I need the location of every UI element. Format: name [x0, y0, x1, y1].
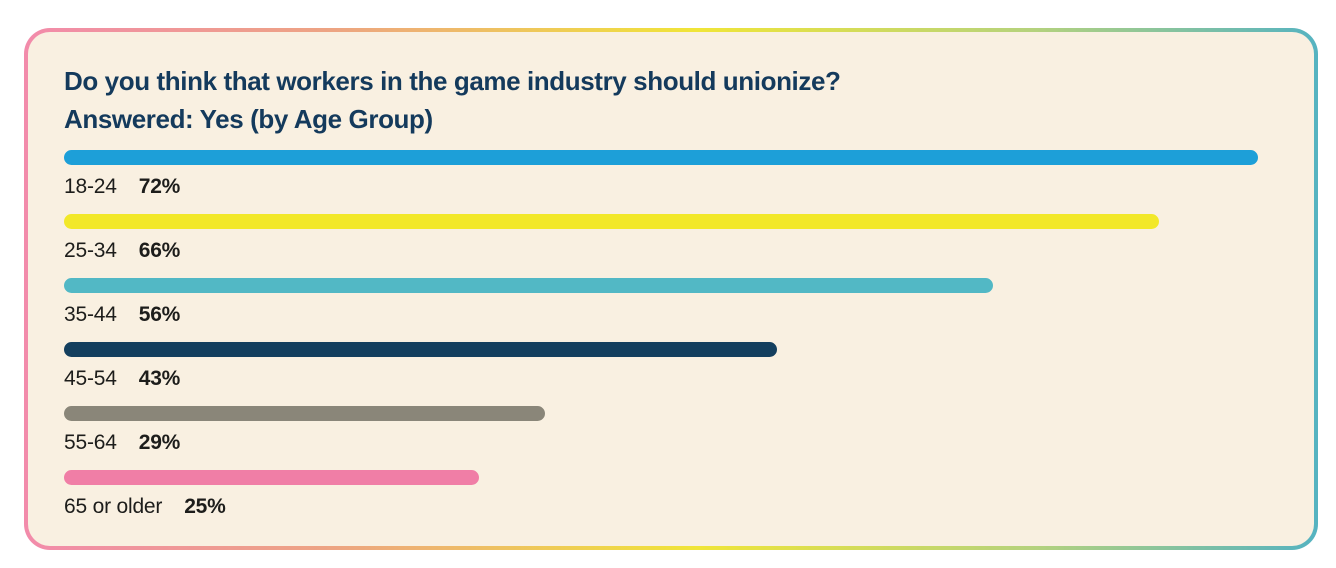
bar: [64, 278, 993, 293]
bar-labels: 65 or older 25%: [64, 494, 1280, 520]
bar: [64, 470, 479, 485]
bar: [64, 150, 1259, 165]
chart-title-line2: Answered: Yes (by Age Group): [64, 104, 433, 134]
chart-row: 45-54 43%: [64, 342, 1280, 392]
bar-value-label: 43%: [138, 367, 181, 390]
chart-card: Do you think that workers in the game in…: [28, 32, 1314, 546]
bar-labels: 25-34 66%: [64, 238, 1280, 264]
bar: [64, 406, 545, 421]
bar-category-label: 25-34: [64, 239, 117, 262]
bar: [64, 214, 1159, 229]
bar-category-label: 18-24: [64, 175, 117, 198]
bar-labels: 35-44 56%: [64, 302, 1280, 328]
bar-value-label: 56%: [138, 303, 181, 326]
bar-value-label: 66%: [138, 239, 181, 262]
bar-category-label: 35-44: [64, 303, 117, 326]
chart-row: 65 or older 25%: [64, 470, 1280, 520]
bar: [64, 342, 778, 357]
bar-category-label: 55-64: [64, 431, 117, 454]
chart-row: 35-44 56%: [64, 278, 1280, 328]
bar-labels: 45-54 43%: [64, 366, 1280, 392]
bar-category-label: 45-54: [64, 367, 117, 390]
chart-card-gradient-border: Do you think that workers in the game in…: [24, 28, 1318, 550]
bar-category-label: 65 or older: [64, 495, 163, 518]
chart-row: 18-24 72%: [64, 150, 1280, 200]
bar-labels: 55-64 29%: [64, 430, 1280, 456]
bar-value-label: 29%: [138, 431, 181, 454]
chart-title: Do you think that workers in the game in…: [64, 62, 1280, 138]
bar-labels: 18-24 72%: [64, 174, 1280, 200]
chart-title-line1: Do you think that workers in the game in…: [64, 66, 841, 96]
chart-row: 55-64 29%: [64, 406, 1280, 456]
chart-row: 25-34 66%: [64, 214, 1280, 264]
bar-list: 18-24 72% 25-34 66% 35-44 56% 45-54 43% 55-6…: [64, 150, 1280, 520]
bar-value-label: 25%: [184, 495, 226, 518]
bar-value-label: 72%: [138, 175, 181, 198]
